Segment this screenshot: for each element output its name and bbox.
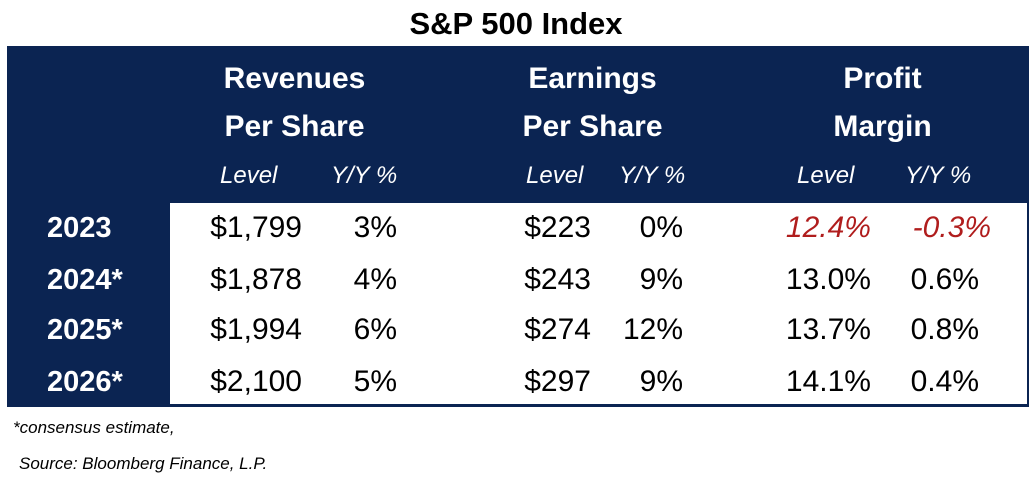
margin-yoy-subheader: Y/Y % — [905, 162, 972, 189]
eps-yoy-cell: 9% — [639, 263, 683, 296]
margin-header-line2: Margin — [833, 110, 932, 143]
revenues-header-line2: Per Share — [224, 110, 365, 143]
eps-level-cell: $243 — [524, 263, 591, 296]
rev-yoy-cell: 5% — [353, 365, 397, 398]
margin-level-cell: 13.7% — [785, 313, 871, 346]
rev-level-cell: $2,100 — [210, 365, 302, 398]
source-footnote: Source: Bloomberg Finance, L.P. — [19, 454, 268, 473]
revenues-level-subheader: Level — [220, 162, 278, 189]
data-body — [170, 203, 1027, 404]
margin-yoy-cell: 0.6% — [910, 263, 979, 296]
rev-level-cell: $1,878 — [210, 263, 302, 296]
rev-yoy-cell: 6% — [353, 313, 397, 346]
earnings-level-subheader: Level — [526, 162, 584, 189]
year-label: 2023 — [47, 212, 112, 244]
margin-level-cell: 14.1% — [785, 365, 871, 398]
rev-level-cell: $1,994 — [210, 313, 302, 346]
year-label: 2024* — [47, 264, 123, 296]
margin-level-cell: 13.0% — [785, 263, 871, 296]
margin-level-subheader: Level — [797, 162, 855, 189]
table-title: S&P 500 Index — [409, 6, 623, 41]
rev-yoy-cell: 4% — [353, 263, 397, 296]
eps-yoy-cell: 0% — [639, 211, 683, 244]
data-table: Revenues Per Share Earnings Per Share Pr… — [7, 46, 1029, 407]
margin-yoy-cell: 0.8% — [910, 313, 979, 346]
margin-level-cell: 12.4% — [785, 211, 871, 244]
eps-level-cell: $223 — [524, 211, 591, 244]
earnings-yoy-subheader: Y/Y % — [619, 162, 686, 189]
eps-level-cell: $297 — [524, 365, 591, 398]
revenues-header-line1: Revenues — [223, 62, 366, 95]
rev-level-cell: $1,799 — [210, 211, 302, 244]
revenues-yoy-subheader: Y/Y % — [331, 162, 398, 189]
eps-yoy-cell: 9% — [639, 365, 683, 398]
estimate-footnote: *consensus estimate, — [13, 418, 175, 437]
margin-yoy-cell: -0.3% — [912, 211, 991, 244]
year-label: 2025* — [47, 314, 123, 346]
rev-yoy-cell: 3% — [353, 211, 397, 244]
earnings-header-line2: Per Share — [522, 110, 663, 143]
year-label: 2026* — [47, 366, 123, 398]
margin-header-line1: Profit — [843, 62, 922, 95]
eps-yoy-cell: 12% — [622, 313, 683, 346]
earnings-header-line1: Earnings — [528, 62, 657, 95]
margin-yoy-cell: 0.4% — [910, 365, 979, 398]
eps-level-cell: $274 — [524, 313, 591, 346]
